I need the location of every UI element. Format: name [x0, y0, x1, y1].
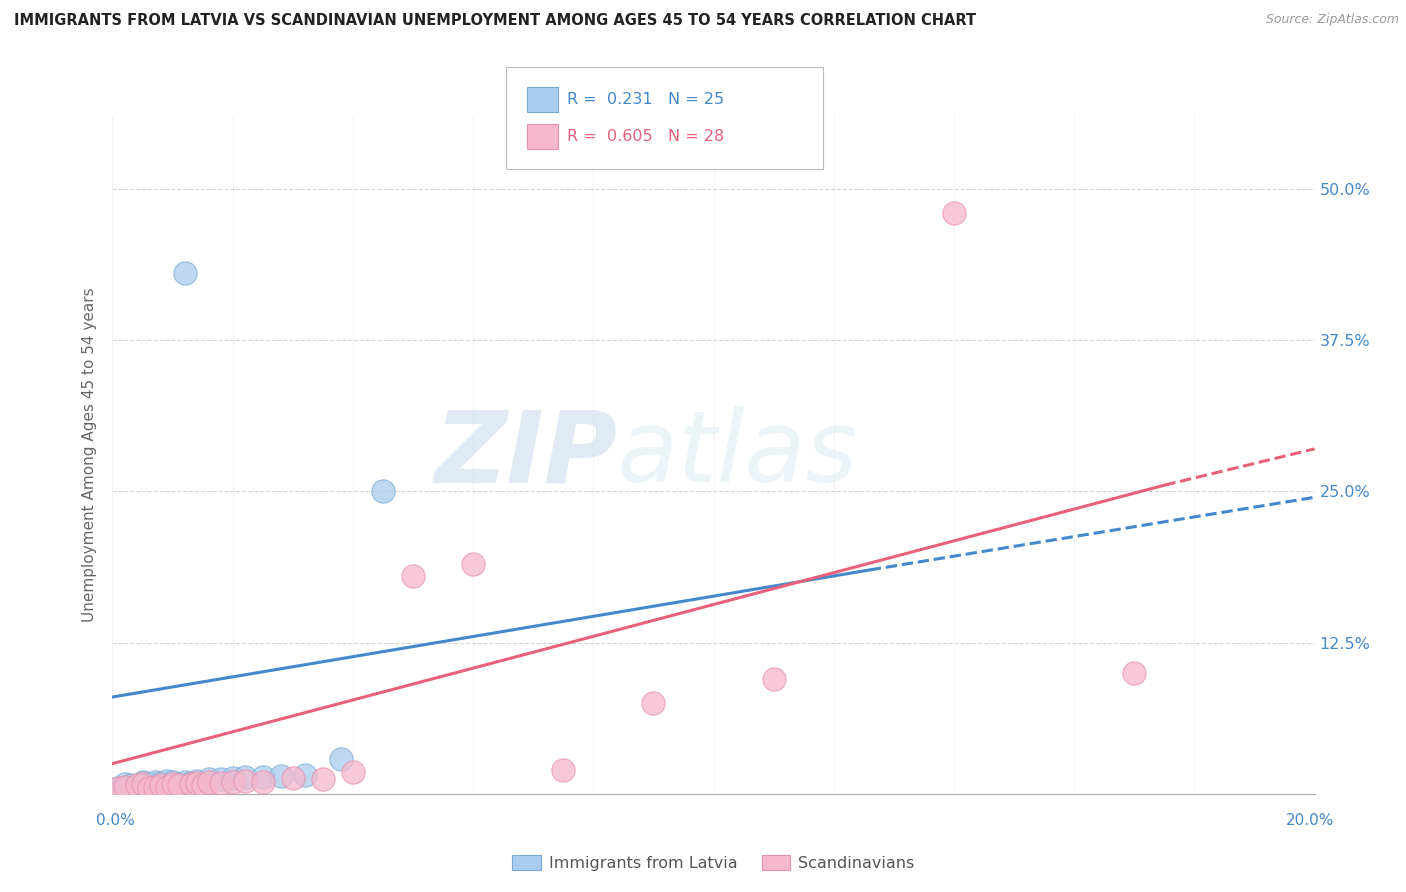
Point: [167, 777, 190, 791]
Point: [191, 778, 214, 792]
Point: [180, 777, 202, 791]
Point: [149, 778, 172, 792]
Point: [281, 771, 304, 785]
Point: [131, 776, 153, 790]
Text: 0.0%: 0.0%: [96, 814, 135, 828]
Point: [149, 776, 172, 790]
Point: [131, 777, 153, 791]
Point: [197, 774, 219, 789]
Point: [197, 772, 219, 787]
Text: atlas: atlas: [617, 407, 859, 503]
Point: [107, 780, 129, 795]
Point: [143, 780, 166, 794]
Y-axis label: Unemployment Among Ages 45 to 54 years: Unemployment Among Ages 45 to 54 years: [82, 287, 97, 623]
Point: [252, 774, 274, 789]
Point: [222, 771, 245, 785]
Point: [125, 780, 148, 794]
Point: [312, 772, 335, 787]
Point: [252, 770, 274, 784]
Point: [162, 777, 184, 791]
Point: [131, 774, 153, 789]
Point: [402, 569, 425, 583]
Point: [942, 206, 965, 220]
Point: [180, 776, 202, 790]
Point: [233, 770, 256, 784]
Point: [120, 778, 142, 792]
Point: [762, 672, 785, 686]
Point: [138, 777, 160, 791]
Point: [222, 774, 245, 789]
Point: [143, 774, 166, 789]
Point: [186, 776, 208, 790]
Point: [114, 777, 136, 791]
Point: [186, 773, 208, 788]
Point: [329, 752, 352, 766]
Point: [270, 769, 292, 783]
Point: [643, 696, 665, 710]
Point: [371, 484, 394, 499]
Point: [162, 774, 184, 789]
Text: IMMIGRANTS FROM LATVIA VS SCANDINAVIAN UNEMPLOYMENT AMONG AGES 45 TO 54 YEARS CO: IMMIGRANTS FROM LATVIA VS SCANDINAVIAN U…: [14, 13, 976, 29]
Point: [107, 780, 129, 795]
Point: [461, 557, 484, 571]
Point: [125, 778, 148, 792]
Point: [173, 266, 195, 280]
Point: [114, 780, 136, 794]
Point: [209, 776, 232, 790]
Point: [138, 780, 160, 795]
Point: [155, 773, 177, 788]
Text: 20.0%: 20.0%: [1286, 814, 1334, 828]
Text: R =  0.605   N = 28: R = 0.605 N = 28: [567, 129, 724, 144]
Text: R =  0.231   N = 25: R = 0.231 N = 25: [567, 92, 724, 106]
Point: [553, 763, 575, 777]
Point: [173, 774, 195, 789]
Legend: Immigrants from Latvia, Scandinavians: Immigrants from Latvia, Scandinavians: [506, 849, 921, 878]
Point: [233, 773, 256, 788]
Point: [294, 767, 316, 781]
Point: [209, 772, 232, 787]
Text: Source: ZipAtlas.com: Source: ZipAtlas.com: [1265, 13, 1399, 27]
Point: [167, 778, 190, 792]
Point: [155, 780, 177, 794]
Point: [1123, 665, 1146, 680]
Point: [342, 765, 364, 780]
Text: ZIP: ZIP: [434, 407, 617, 503]
